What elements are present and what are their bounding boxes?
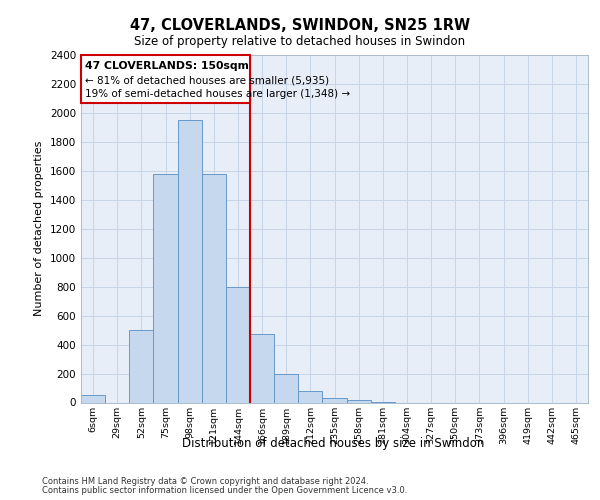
- Bar: [322, 398, 347, 402]
- Text: Contains HM Land Registry data © Crown copyright and database right 2024.: Contains HM Land Registry data © Crown c…: [42, 477, 368, 486]
- Text: 19% of semi-detached houses are larger (1,348) →: 19% of semi-detached houses are larger (…: [85, 89, 350, 99]
- Bar: [81, 396, 105, 402]
- Text: Distribution of detached houses by size in Swindon: Distribution of detached houses by size …: [182, 438, 484, 450]
- Bar: [250, 334, 274, 402]
- Bar: [154, 174, 178, 402]
- Bar: [178, 120, 202, 403]
- Bar: [202, 174, 226, 402]
- Text: ← 81% of detached houses are smaller (5,935): ← 81% of detached houses are smaller (5,…: [85, 76, 329, 86]
- Y-axis label: Number of detached properties: Number of detached properties: [34, 141, 44, 316]
- Text: 47, CLOVERLANDS, SWINDON, SN25 1RW: 47, CLOVERLANDS, SWINDON, SN25 1RW: [130, 18, 470, 32]
- Bar: [129, 330, 154, 402]
- Bar: [298, 391, 322, 402]
- Text: Size of property relative to detached houses in Swindon: Size of property relative to detached ho…: [134, 35, 466, 48]
- Bar: [347, 400, 371, 402]
- Bar: [226, 286, 250, 403]
- Bar: [82, 55, 250, 103]
- Text: Contains public sector information licensed under the Open Government Licence v3: Contains public sector information licen…: [42, 486, 407, 495]
- Text: 47 CLOVERLANDS: 150sqm: 47 CLOVERLANDS: 150sqm: [85, 61, 249, 71]
- Bar: [274, 374, 298, 402]
